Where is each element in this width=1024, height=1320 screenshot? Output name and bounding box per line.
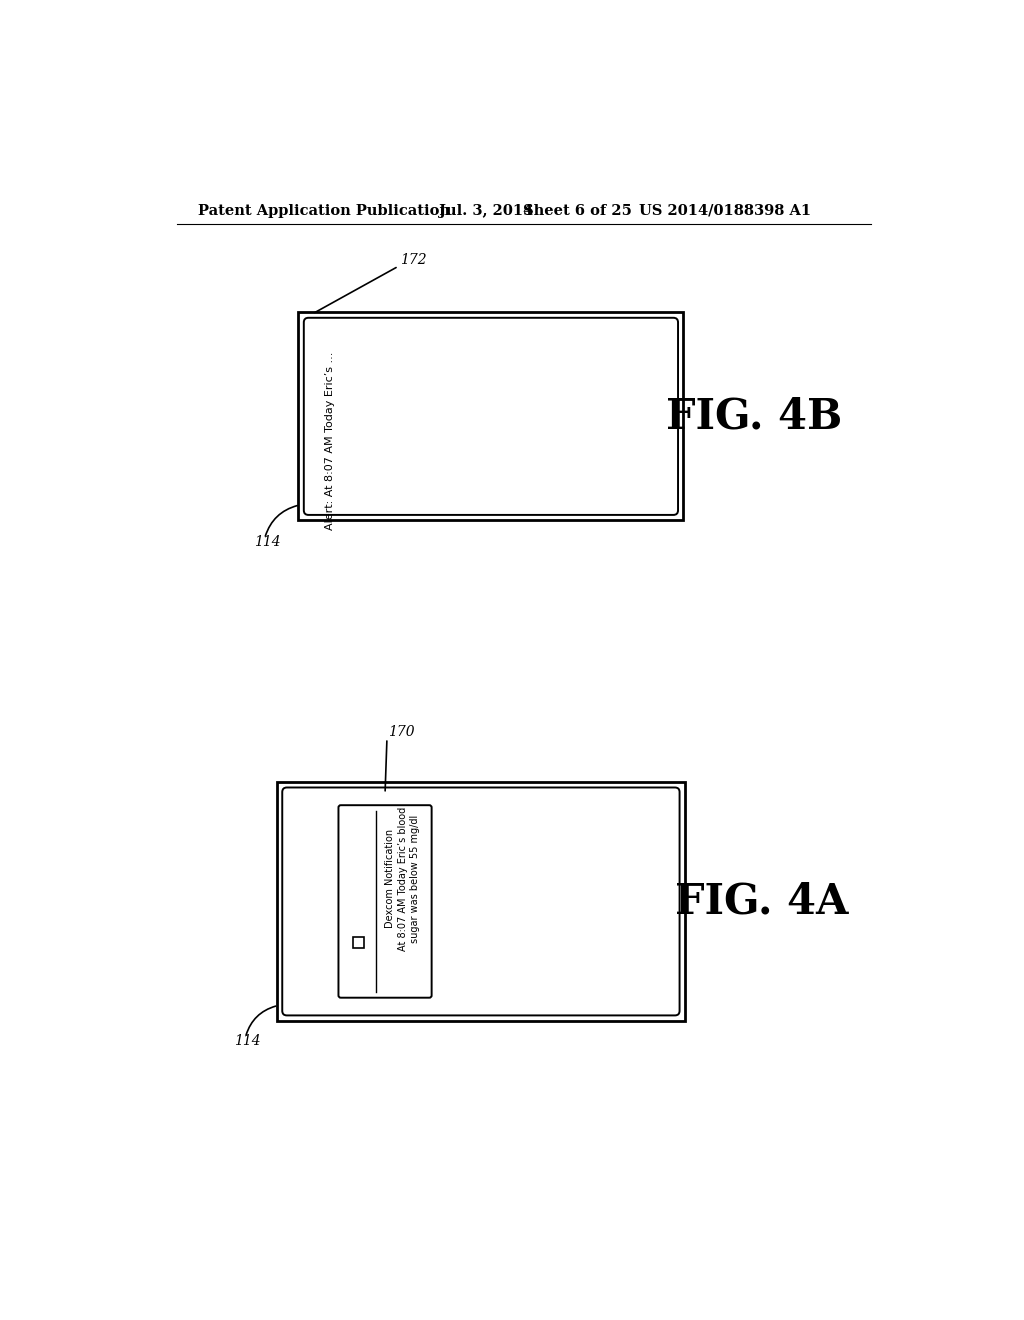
Text: Jul. 3, 2014: Jul. 3, 2014	[438, 203, 532, 218]
Text: US 2014/0188398 A1: US 2014/0188398 A1	[639, 203, 811, 218]
Bar	[298, 313, 683, 520]
Text: FIG. 4A: FIG. 4A	[675, 880, 849, 923]
Bar	[353, 937, 364, 948]
Text: Patent Application Publication: Patent Application Publication	[199, 203, 451, 218]
FancyBboxPatch shape	[304, 318, 678, 515]
FancyBboxPatch shape	[283, 788, 680, 1015]
Text: Dexcom Notification
At 8:07 AM Today Eric’s blood
sugar was below 55 mg/dl: Dexcom Notification At 8:07 AM Today Eri…	[385, 807, 420, 950]
Text: 170: 170	[388, 725, 415, 739]
Text: Sheet 6 of 25: Sheet 6 of 25	[523, 203, 632, 218]
Text: Alert: At 8:07 AM Today Eric’s ...: Alert: At 8:07 AM Today Eric’s ...	[326, 352, 336, 531]
Text: FIG. 4B: FIG. 4B	[667, 396, 843, 437]
Text: 114: 114	[254, 535, 281, 549]
FancyBboxPatch shape	[339, 805, 432, 998]
Bar	[276, 781, 685, 1020]
Text: 114: 114	[234, 1034, 261, 1048]
Text: 172: 172	[400, 253, 427, 267]
